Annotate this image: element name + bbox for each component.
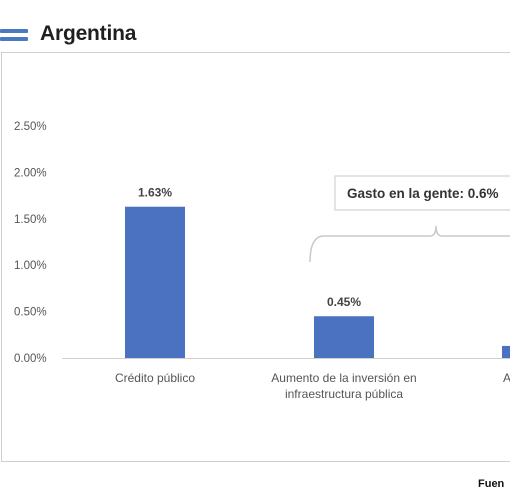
- x-tick-label: Aumento de la inversión en: [271, 371, 416, 385]
- title-icon: [0, 29, 28, 45]
- y-tick-label: 1.00%: [14, 260, 47, 272]
- y-tick-label: 1.50%: [14, 214, 47, 226]
- x-tick-label: Aumento d: [503, 371, 510, 385]
- y-tick-label: 2.50%: [14, 121, 47, 133]
- annotation-bracket: [309, 225, 510, 263]
- x-tick-label: Crédito público: [115, 371, 195, 385]
- annotation-text: Gasto en la gente: 0.6%: [347, 186, 499, 201]
- bar: [502, 345, 510, 358]
- chart-title: Argentina: [40, 22, 137, 45]
- bar: [314, 316, 374, 358]
- x-tick-label: infraestructura pública: [285, 387, 403, 401]
- y-tick-label: 0.50%: [14, 307, 47, 319]
- data-label: 0.45%: [327, 295, 361, 309]
- bar: [125, 206, 185, 358]
- source-label: Fuen: [478, 478, 505, 490]
- y-tick-label: 0.00%: [14, 353, 47, 365]
- annotation-box: [334, 175, 510, 211]
- chart-frame: [1, 52, 510, 462]
- y-tick-label: 2.00%: [14, 167, 47, 179]
- data-label: 1.63%: [138, 186, 172, 200]
